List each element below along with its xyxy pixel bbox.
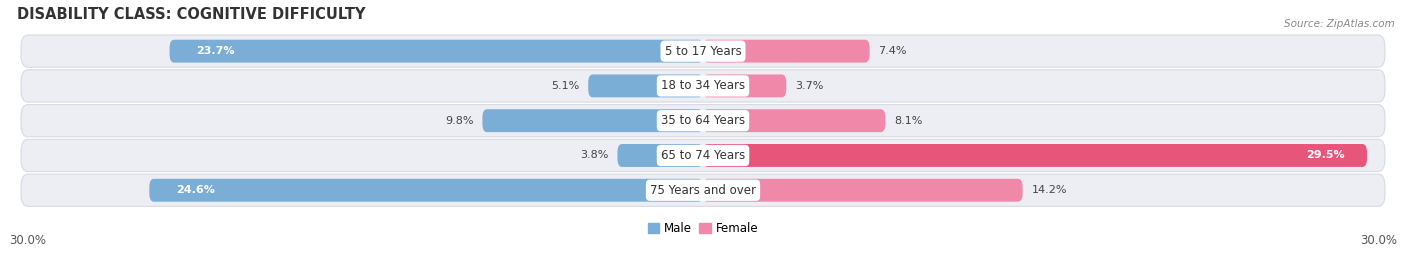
FancyBboxPatch shape [149,179,703,202]
Text: 24.6%: 24.6% [176,185,215,195]
FancyBboxPatch shape [21,70,1385,102]
Legend: Male, Female: Male, Female [643,217,763,240]
Text: 3.8%: 3.8% [581,150,609,160]
Text: 7.4%: 7.4% [879,46,907,56]
FancyBboxPatch shape [170,40,703,63]
Text: 29.5%: 29.5% [1306,150,1344,160]
FancyBboxPatch shape [703,179,1022,202]
FancyBboxPatch shape [21,139,1385,172]
Text: 35 to 64 Years: 35 to 64 Years [661,114,745,127]
Text: 23.7%: 23.7% [197,46,235,56]
Text: 9.8%: 9.8% [444,116,474,126]
Text: 14.2%: 14.2% [1032,185,1067,195]
FancyBboxPatch shape [21,35,1385,67]
FancyBboxPatch shape [703,40,869,63]
Text: Source: ZipAtlas.com: Source: ZipAtlas.com [1284,19,1395,29]
FancyBboxPatch shape [21,104,1385,137]
FancyBboxPatch shape [703,109,886,132]
Text: 65 to 74 Years: 65 to 74 Years [661,149,745,162]
Text: 8.1%: 8.1% [894,116,922,126]
Text: 3.7%: 3.7% [796,81,824,91]
Text: 18 to 34 Years: 18 to 34 Years [661,79,745,92]
FancyBboxPatch shape [703,75,786,97]
FancyBboxPatch shape [21,174,1385,206]
FancyBboxPatch shape [703,144,1367,167]
Text: 5 to 17 Years: 5 to 17 Years [665,45,741,58]
FancyBboxPatch shape [588,75,703,97]
FancyBboxPatch shape [617,144,703,167]
Text: 5.1%: 5.1% [551,81,579,91]
Text: DISABILITY CLASS: COGNITIVE DIFFICULTY: DISABILITY CLASS: COGNITIVE DIFFICULTY [17,7,366,22]
Text: 75 Years and over: 75 Years and over [650,184,756,197]
FancyBboxPatch shape [482,109,703,132]
